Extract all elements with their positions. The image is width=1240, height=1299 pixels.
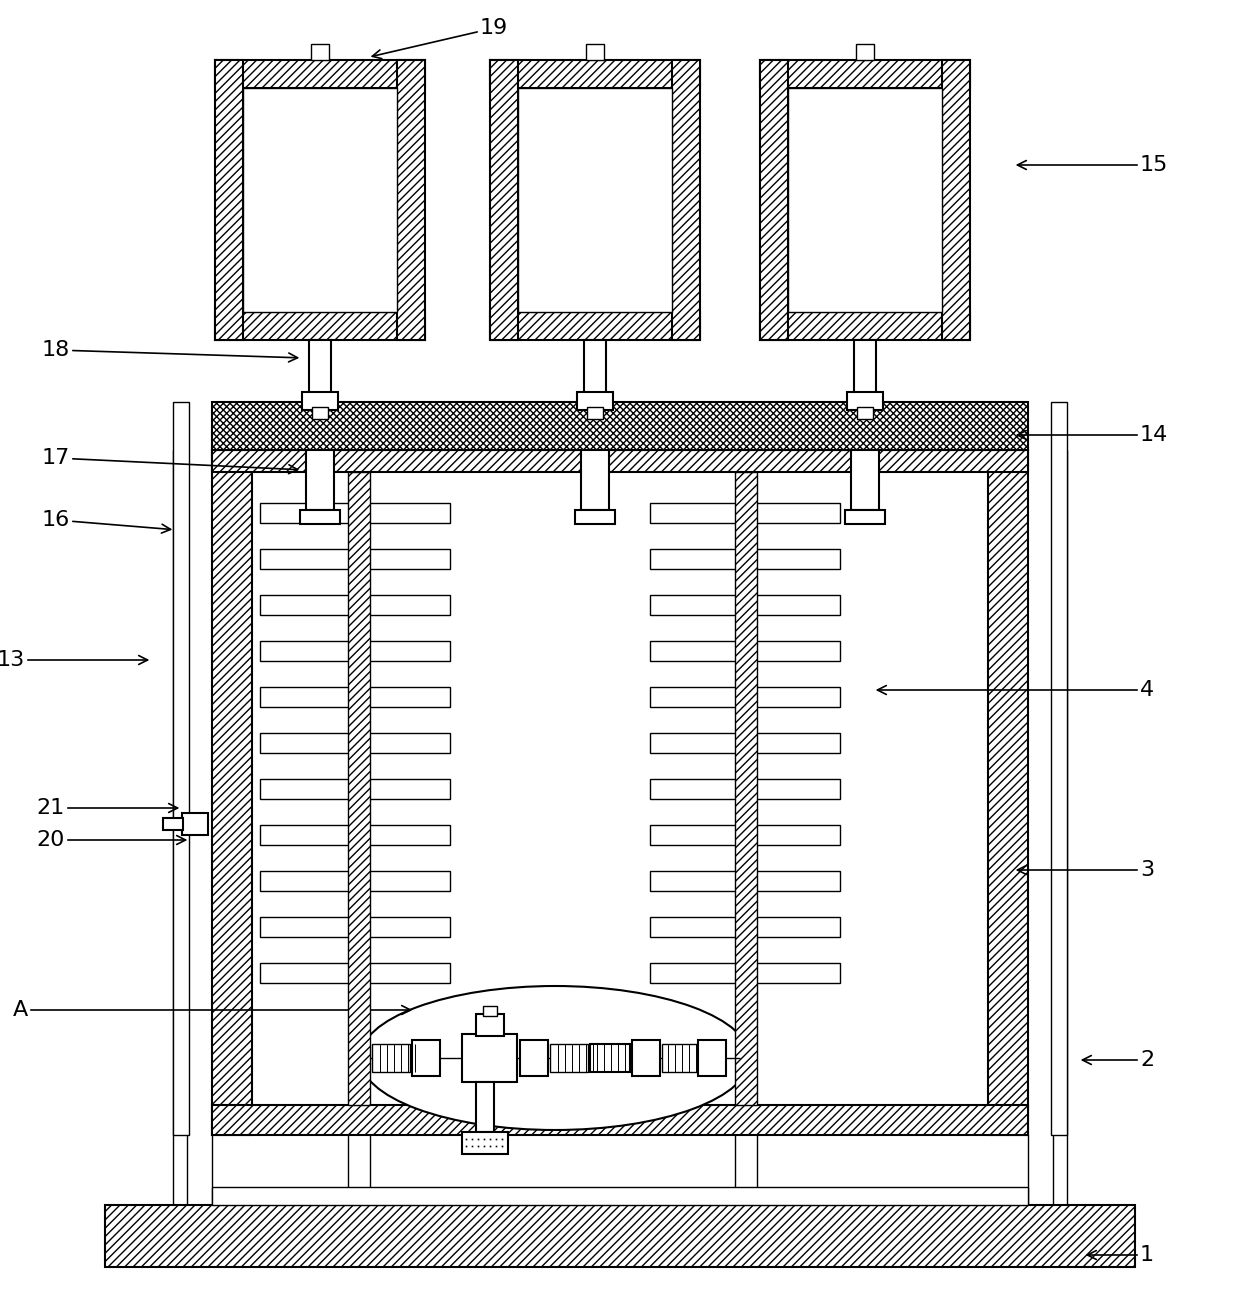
Bar xyxy=(476,1082,494,1131)
Bar xyxy=(260,640,450,661)
Bar xyxy=(476,1015,503,1037)
Bar xyxy=(260,503,450,523)
Bar xyxy=(174,401,188,1135)
Bar xyxy=(412,1040,440,1076)
Bar xyxy=(735,472,756,1105)
Bar xyxy=(463,1034,517,1082)
Bar xyxy=(854,340,875,401)
Bar xyxy=(490,60,518,340)
Bar xyxy=(303,392,339,410)
Bar xyxy=(182,813,208,835)
Bar xyxy=(260,687,450,707)
Bar xyxy=(662,1044,697,1072)
Bar xyxy=(372,1044,410,1072)
Bar xyxy=(520,1040,548,1076)
Bar xyxy=(582,449,609,511)
Bar xyxy=(212,1187,1028,1205)
Bar xyxy=(584,340,606,401)
Bar xyxy=(212,1105,1028,1135)
Bar xyxy=(787,88,942,312)
Text: 4: 4 xyxy=(878,679,1154,700)
Bar xyxy=(312,407,329,420)
Bar xyxy=(590,1044,630,1072)
Text: A: A xyxy=(12,1000,410,1020)
Bar xyxy=(260,917,450,937)
Text: 3: 3 xyxy=(1017,860,1154,879)
Bar xyxy=(252,449,988,1105)
Bar xyxy=(760,60,787,340)
Bar xyxy=(650,640,839,661)
Bar xyxy=(847,392,883,410)
Bar xyxy=(650,687,839,707)
Bar xyxy=(212,449,252,1135)
Bar xyxy=(215,312,425,340)
Text: 19: 19 xyxy=(372,18,508,58)
Text: 15: 15 xyxy=(1017,155,1168,175)
Bar xyxy=(650,503,839,523)
Text: 20: 20 xyxy=(37,830,186,850)
Bar xyxy=(851,449,879,511)
Bar xyxy=(105,1205,1135,1267)
Bar xyxy=(988,449,1028,1135)
Bar xyxy=(632,1040,660,1076)
Bar xyxy=(212,449,1028,472)
Bar xyxy=(484,1005,497,1016)
Bar xyxy=(844,511,885,523)
Text: 14: 14 xyxy=(1017,425,1168,446)
Text: 13: 13 xyxy=(0,650,148,670)
Bar xyxy=(672,60,701,340)
Bar xyxy=(857,407,873,420)
Bar xyxy=(551,1044,588,1072)
Bar xyxy=(942,60,970,340)
Text: 21: 21 xyxy=(37,798,177,818)
Bar xyxy=(575,511,615,523)
Bar xyxy=(760,312,970,340)
Bar xyxy=(463,1131,508,1154)
Text: 17: 17 xyxy=(42,448,298,474)
Text: 2: 2 xyxy=(1083,1050,1154,1070)
Bar xyxy=(260,779,450,799)
Bar xyxy=(650,549,839,569)
Ellipse shape xyxy=(360,986,750,1130)
Bar xyxy=(650,733,839,753)
Bar xyxy=(518,88,672,312)
Bar xyxy=(260,963,450,983)
Bar xyxy=(212,401,1028,449)
Bar xyxy=(698,1040,725,1076)
Bar xyxy=(243,88,397,312)
Bar xyxy=(577,392,613,410)
Bar xyxy=(260,733,450,753)
Bar xyxy=(587,407,603,420)
Bar xyxy=(650,963,839,983)
Bar xyxy=(162,818,184,830)
Bar xyxy=(260,549,450,569)
Bar xyxy=(760,60,970,88)
Bar xyxy=(348,472,370,1105)
Text: 18: 18 xyxy=(42,340,298,362)
Bar xyxy=(300,511,340,523)
Bar xyxy=(490,60,701,88)
Bar xyxy=(309,340,331,401)
Text: 1: 1 xyxy=(1087,1244,1154,1265)
Bar xyxy=(311,44,329,60)
Bar xyxy=(490,312,701,340)
Bar xyxy=(260,872,450,891)
Bar xyxy=(650,779,839,799)
Bar xyxy=(587,44,604,60)
Bar xyxy=(650,595,839,614)
Text: 16: 16 xyxy=(42,511,171,533)
Bar xyxy=(856,44,874,60)
Bar xyxy=(260,595,450,614)
Bar xyxy=(650,872,839,891)
Bar xyxy=(650,917,839,937)
Bar xyxy=(215,60,243,340)
Bar xyxy=(306,449,334,511)
Bar xyxy=(1052,401,1066,1135)
Bar xyxy=(215,60,425,88)
Bar xyxy=(260,825,450,846)
Bar xyxy=(650,825,839,846)
Bar xyxy=(397,60,425,340)
